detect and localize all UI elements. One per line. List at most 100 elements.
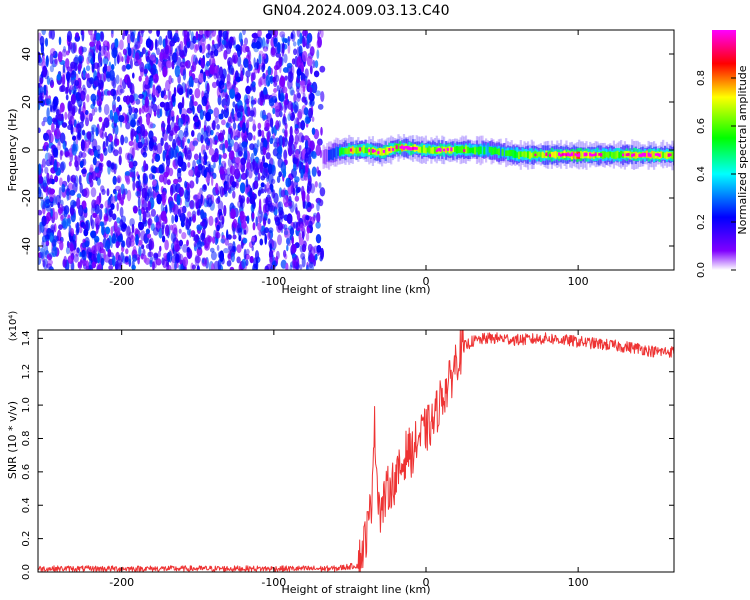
heatmap-noise-cell [271, 240, 278, 249]
heatmap-noise-cell [189, 99, 194, 111]
heatmap-band-cell [391, 148, 395, 151]
heatmap-noise-cell [152, 103, 158, 113]
heatmap-band-cell [413, 147, 416, 150]
heatmap-noise-cell [228, 116, 232, 123]
heatmap-band-cell [508, 150, 511, 157]
heatmap-noise-cell [105, 240, 111, 252]
heatmap-noise-cell [144, 63, 150, 69]
heatmap-noise-cell [267, 65, 272, 76]
heatmap-noise-cell [306, 34, 310, 45]
heatmap-noise-cell [113, 163, 117, 175]
heatmap-band-cell [386, 146, 389, 155]
heatmap-band-cell [353, 147, 356, 154]
heatmap-noise-cell [150, 101, 154, 109]
heatmap-noise-cell [259, 161, 263, 174]
figure-title: GN04.2024.009.03.13.C40 [263, 3, 450, 19]
heatmap-noise-cell [245, 248, 250, 255]
heatmap-noise-cell [39, 221, 42, 234]
heatmap-noise-cell [316, 245, 322, 253]
heatmap-noise-cell [290, 32, 294, 40]
heatmap-noise-cell [162, 235, 166, 243]
heatmap-band-cell [538, 151, 541, 157]
heatmap-noise-cell [95, 32, 101, 42]
heatmap-noise-cell [208, 148, 215, 156]
heatmap-noise-cell [168, 250, 172, 263]
heatmap-noise-cell [72, 135, 77, 141]
heatmap-noise-cell [85, 117, 89, 127]
snr-xtick-label: -200 [109, 576, 134, 589]
heatmap-noise-cell [91, 219, 95, 230]
heatmap-noise-cell [225, 122, 231, 129]
heatmap-noise-cell [90, 103, 95, 109]
heatmap-noise-cell [67, 174, 70, 183]
heatmap-noise-cell [42, 55, 45, 63]
heatmap-noise-cell [177, 117, 183, 128]
heatmap-noise-cell [114, 38, 119, 49]
heatmap-noise-cell [199, 30, 204, 35]
heatmap-band-cell [490, 146, 493, 155]
heatmap-marks [38, 30, 674, 270]
heatmap-band-cell [570, 152, 573, 157]
heatmap-noise-cell [279, 76, 285, 89]
heatmap-noise-cell [64, 151, 70, 157]
heatmap-noise-cell [193, 241, 197, 248]
heatmap-noise-cell [86, 131, 92, 140]
heatmap-noise-cell [134, 37, 138, 50]
heatmap-noise-cell [138, 93, 145, 99]
colorbar-label: Normalized spectral amplitude [736, 65, 749, 234]
heatmap-noise-cell [156, 193, 162, 205]
heatmap-band-cell [483, 146, 486, 155]
heatmap-noise-cell [267, 163, 273, 175]
heatmap-noise-cell [140, 230, 146, 241]
heatmap-noise-cell [58, 186, 62, 199]
heatmap-noise-cell [216, 41, 223, 53]
snr-frame [37, 329, 675, 573]
heatmap-noise-cell [222, 39, 227, 45]
heatmap-noise-cell [282, 37, 285, 44]
heatmap-band-cell [406, 145, 409, 150]
heatmap-noise-cell [153, 96, 157, 102]
heatmap-band-cell [342, 148, 345, 155]
heatmap-noise-cell [317, 36, 322, 48]
heatmap-noise-cell [167, 115, 171, 126]
heatmap-noise-cell [50, 224, 56, 232]
heatmap-noise-cell [265, 74, 271, 87]
heatmap-noise-cell [245, 46, 250, 53]
heatmap-noise-cell [253, 135, 256, 141]
heatmap-noise-cell [87, 51, 93, 64]
heatmap-noise-cell [161, 120, 165, 133]
heatmap-noise-cell [125, 64, 131, 70]
heatmap-noise-cell [304, 152, 309, 163]
heatmap-noise-cell [183, 130, 189, 138]
heatmap-noise-cell [289, 227, 295, 236]
snr-scale-label: (x10⁴) [8, 311, 19, 342]
heatmap-band-cell [547, 151, 550, 157]
heatmap-noise-cell [104, 131, 107, 138]
heatmap-noise-cell [236, 256, 241, 264]
heatmap-noise-cell [207, 235, 213, 243]
heatmap-noise-cell [218, 154, 222, 166]
heatmap-noise-cell [68, 161, 72, 167]
heatmap-noise-cell [148, 251, 154, 258]
heatmap-noise-cell [302, 92, 306, 101]
heatmap-noise-cell [315, 221, 321, 229]
heatmap-noise-cell [136, 119, 140, 127]
heatmap-noise-cell [208, 30, 214, 39]
heatmap-noise-cell [72, 201, 78, 207]
heatmap-band-cell [340, 147, 343, 155]
heatmap-noise-cell [299, 80, 306, 86]
heatmap-noise-cell [202, 110, 207, 117]
heatmap-noise-cell [222, 152, 227, 159]
heatmap-noise-cell [73, 233, 76, 242]
heatmap-noise-cell [118, 104, 122, 112]
heatmap-noise-cell [118, 254, 121, 261]
heatmap-noise-cell [59, 240, 64, 251]
heatmap-noise-cell [237, 227, 243, 237]
colorbar-tick-label: 0.0 [696, 262, 707, 278]
heatmap-noise-cell [284, 38, 288, 44]
heatmap-noise-cell [224, 183, 229, 192]
snr-ytick-label: 0.6 [21, 464, 32, 480]
heatmap-noise-cell [97, 51, 102, 64]
heatmap-noise-cell [263, 139, 268, 149]
heatmap-noise-cell [41, 158, 47, 168]
